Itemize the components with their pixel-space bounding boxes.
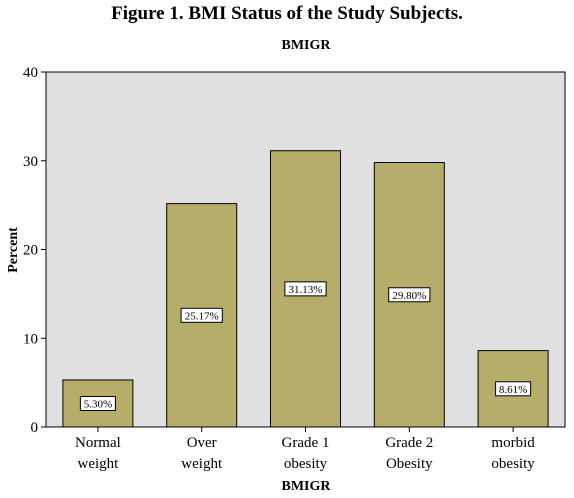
chart-title: BMIGR: [282, 38, 332, 53]
bars-group: 5.30% 25.17% 31.13% 29.80% 8.61%: [62, 150, 549, 428]
x-tick-label: Normal: [75, 435, 121, 451]
data-label: 29.80%: [392, 290, 426, 302]
y-axis: 0 10 20 30 40: [23, 65, 46, 436]
x-tick-label: obesity: [284, 456, 328, 472]
data-label: 25.17%: [185, 310, 219, 322]
data-label-box: [284, 281, 327, 297]
x-tick-label: Over: [187, 435, 217, 451]
data-label-box: [388, 287, 431, 303]
x-tick-label: Obesity: [386, 456, 433, 472]
x-tick-label: obesity: [491, 456, 535, 472]
x-axis-title: BMIGR: [282, 479, 332, 494]
y-tick-label: 30: [23, 154, 38, 170]
data-label: 5.30%: [84, 398, 112, 410]
y-tick-label: 10: [23, 331, 38, 347]
data-label-box: [79, 395, 116, 411]
data-label-box: [180, 307, 223, 323]
y-axis-title: Percent: [6, 227, 21, 273]
data-label-box: [495, 381, 532, 397]
data-label: 31.13%: [289, 284, 323, 296]
y-tick-label: 20: [23, 243, 38, 259]
x-tick-label: weight: [181, 456, 223, 472]
x-tick-label: morbid: [491, 435, 535, 451]
x-tick-label: Grade 1: [282, 435, 330, 451]
x-tick-label: Grade 2: [385, 435, 433, 451]
figure-title: Figure 1. BMI Status of the Study Subjec…: [111, 3, 463, 24]
data-label: 8.61%: [499, 384, 527, 396]
y-tick-label: 0: [31, 420, 39, 436]
y-tick-label: 40: [23, 65, 38, 81]
x-tick-label: weight: [77, 456, 119, 472]
x-axis: Normal weight Over weight Grade 1 obesity Grad…: [75, 427, 535, 472]
